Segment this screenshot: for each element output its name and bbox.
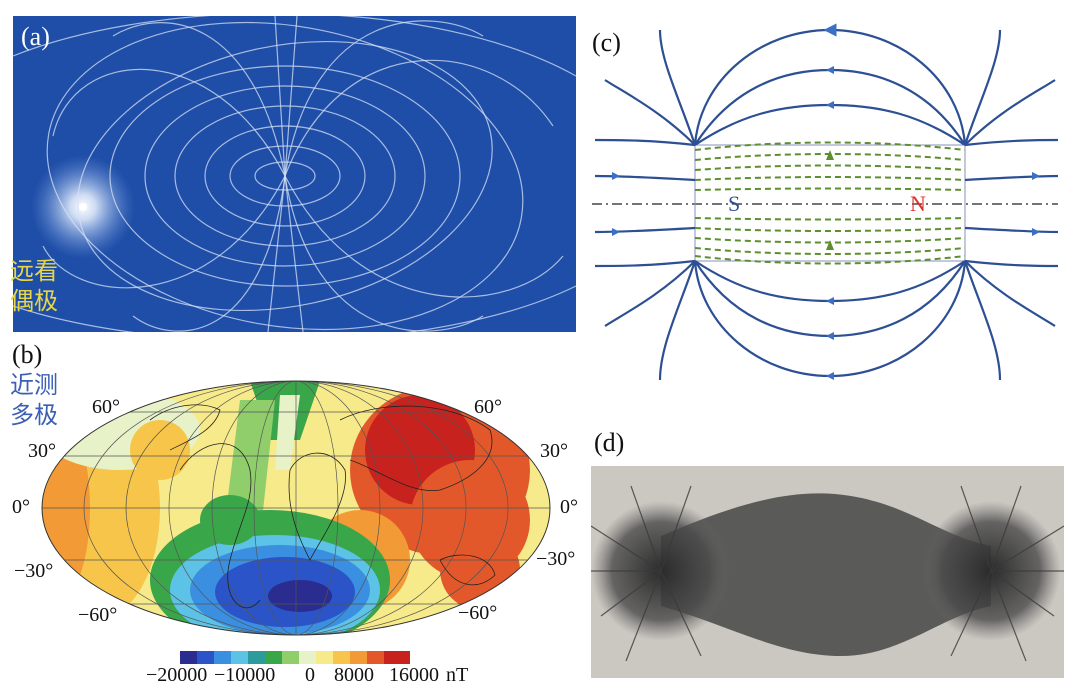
lat-left-minus30: −30°: [14, 560, 54, 582]
near-view-multipole-caption: 近测 多极: [10, 370, 58, 430]
panel-a-label: (a): [21, 22, 50, 51]
panel-c-label: (c): [592, 28, 621, 57]
colorbar-tick-8000: 8000: [334, 664, 374, 686]
lat-left-0: 0°: [12, 496, 30, 518]
lat-left-60: 60°: [92, 396, 120, 418]
north-pole-label: N: [910, 191, 926, 216]
iron-filings-photo: [591, 466, 1064, 678]
external-field-lines: [594, 23, 1059, 381]
south-pole-label: S: [728, 191, 740, 216]
panel-a-dipole-image: (a): [13, 16, 576, 332]
bar-magnet-field-diagram: S N: [592, 23, 1059, 381]
colorbar: [180, 651, 410, 664]
lat-right-minus60: −60°: [458, 602, 498, 624]
field-direction-arrows: [612, 26, 1040, 380]
lat-left-minus60: −60°: [78, 604, 118, 626]
lat-right-0: 0°: [560, 496, 578, 518]
caption-line-2: 偶极: [10, 287, 58, 315]
caption-line-2: 多极: [10, 401, 58, 429]
coastlines: [149, 404, 496, 609]
colorbar-unit: nT: [446, 664, 469, 686]
iron-filings-pattern: [591, 466, 1064, 678]
lat-right-60: 60°: [474, 396, 502, 418]
field-anomaly-map: [41, 380, 551, 664]
panel-b-label: (b): [12, 340, 43, 369]
lat-right-minus30: −30°: [536, 548, 576, 570]
panel-d-label: (d): [594, 428, 625, 457]
far-view-dipole-caption: 远看 偶极: [10, 256, 58, 316]
colorbar-tick-minus20000: −20000: [146, 664, 208, 686]
dipole-field-lines: [13, 16, 576, 332]
lat-left-30: 30°: [28, 440, 56, 462]
caption-line-1: 远看: [10, 257, 58, 285]
colorbar-tick-minus10000: −10000: [214, 664, 276, 686]
colorbar-tick-16000: 16000: [389, 664, 439, 686]
lat-right-30: 30°: [540, 440, 568, 462]
colorbar-tick-0: 0: [305, 664, 315, 686]
caption-line-1: 近测: [10, 371, 58, 399]
